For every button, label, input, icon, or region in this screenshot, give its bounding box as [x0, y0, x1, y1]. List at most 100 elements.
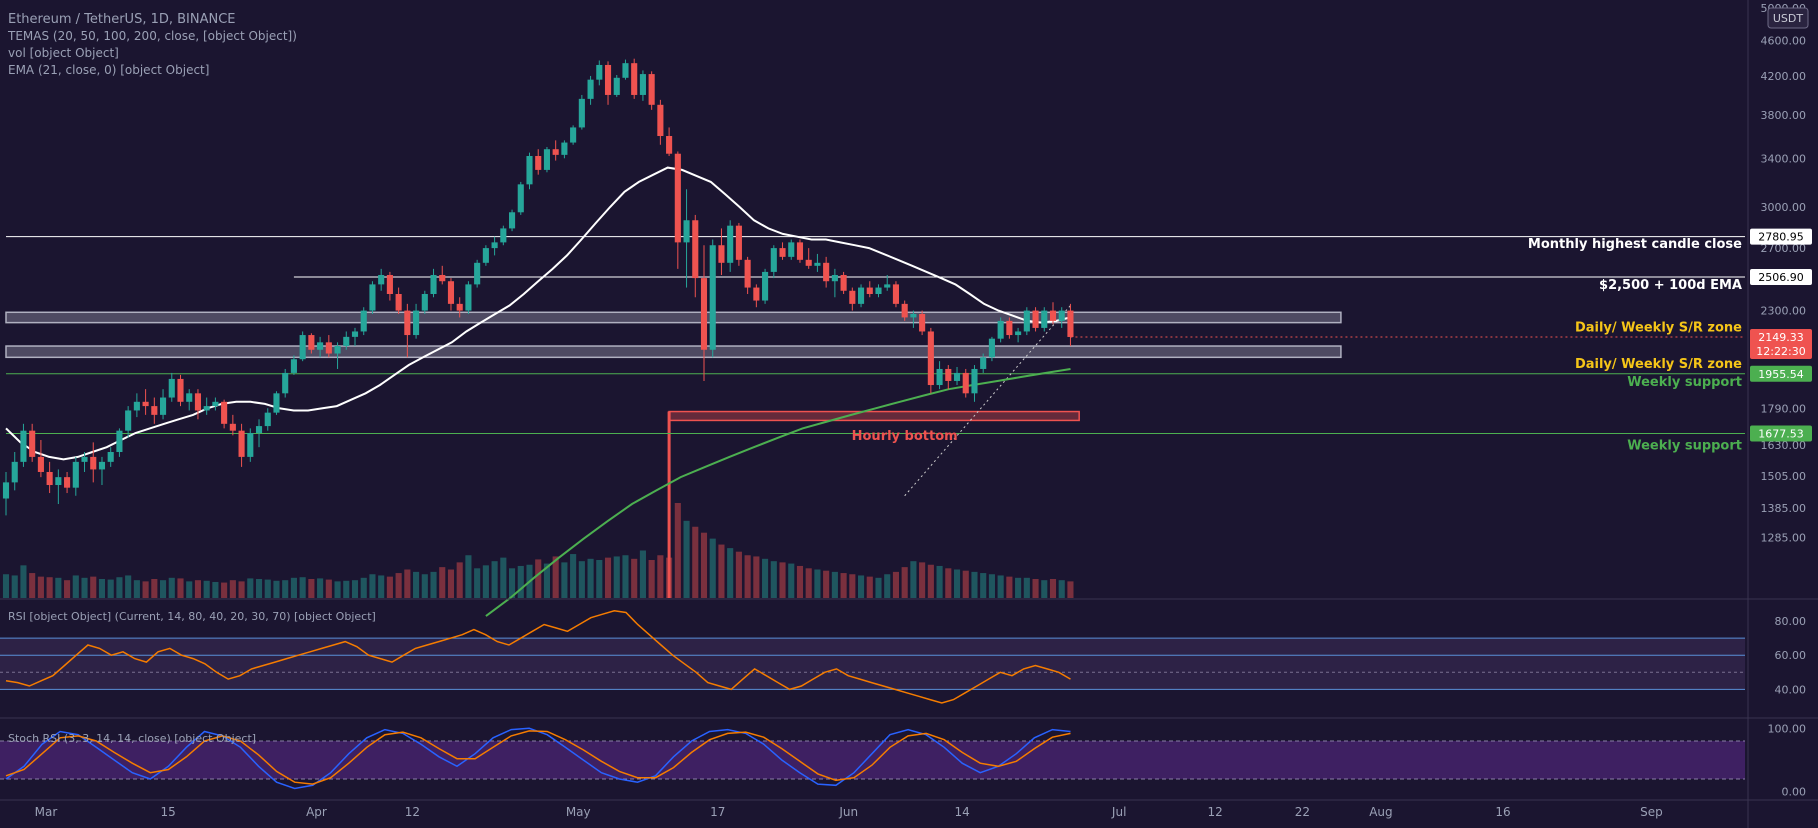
candle-body[interactable]: [997, 320, 1004, 339]
candle-body[interactable]: [1015, 331, 1022, 336]
candle-body[interactable]: [247, 432, 254, 457]
candle-body[interactable]: [439, 274, 446, 282]
candle-body[interactable]: [770, 248, 777, 272]
candle-body[interactable]: [578, 98, 585, 128]
candle-body[interactable]: [299, 335, 306, 360]
candle-body[interactable]: [517, 184, 524, 213]
candle-body[interactable]: [378, 274, 385, 285]
candle-body[interactable]: [221, 401, 228, 424]
candle-body[interactable]: [1041, 310, 1048, 328]
candle-body[interactable]: [430, 274, 437, 295]
candle-body[interactable]: [98, 461, 106, 470]
candle-body[interactable]: [369, 284, 376, 311]
candle-body[interactable]: [971, 368, 978, 394]
candle-body[interactable]: [317, 342, 324, 350]
candle-body[interactable]: [552, 149, 559, 155]
candle-body[interactable]: [831, 274, 838, 282]
candle-body[interactable]: [892, 284, 900, 304]
candle-body[interactable]: [674, 153, 681, 243]
candle-body[interactable]: [465, 284, 472, 311]
candle-body[interactable]: [945, 368, 952, 381]
candle-body[interactable]: [203, 406, 210, 411]
candle-body[interactable]: [386, 274, 393, 295]
candle-body[interactable]: [37, 456, 44, 472]
candle-body[interactable]: [561, 142, 568, 155]
candle-body[interactable]: [840, 274, 847, 291]
candle-body[interactable]: [142, 401, 149, 407]
candle-body[interactable]: [980, 357, 987, 369]
candle-body[interactable]: [64, 477, 71, 488]
candle-body[interactable]: [168, 378, 175, 398]
candle-body[interactable]: [919, 313, 926, 332]
candle-body[interactable]: [133, 401, 140, 411]
candle-body[interactable]: [901, 303, 908, 318]
candle-body[interactable]: [29, 430, 36, 457]
candle-body[interactable]: [395, 294, 402, 311]
candle-body[interactable]: [421, 294, 428, 311]
candle-body[interactable]: [604, 64, 612, 95]
candle-body[interactable]: [20, 430, 27, 462]
candle-body[interactable]: [596, 64, 603, 80]
candle-body[interactable]: [508, 212, 516, 229]
candle-body[interactable]: [805, 259, 812, 266]
candle-body[interactable]: [587, 79, 594, 99]
candle-body[interactable]: [212, 401, 219, 407]
candle-body[interactable]: [273, 393, 280, 413]
candle-body[interactable]: [1023, 310, 1030, 332]
candle-body[interactable]: [500, 228, 507, 243]
candle-body[interactable]: [351, 331, 359, 337]
candle-body[interactable]: [151, 406, 158, 415]
candle-body[interactable]: [1032, 310, 1039, 328]
candle-body[interactable]: [613, 77, 620, 95]
candle-body[interactable]: [290, 359, 297, 373]
candle-body[interactable]: [866, 287, 873, 295]
candle-body[interactable]: [953, 372, 961, 381]
candle-body[interactable]: [692, 220, 699, 279]
candle-body[interactable]: [884, 284, 891, 288]
candle-body[interactable]: [648, 74, 655, 105]
candle-body[interactable]: [535, 155, 542, 170]
candle-body[interactable]: [360, 310, 367, 332]
candle-body[interactable]: [744, 259, 751, 288]
candle-body[interactable]: [788, 242, 795, 257]
candle-body[interactable]: [474, 262, 481, 285]
candle-body[interactable]: [413, 310, 420, 336]
candle-body[interactable]: [762, 271, 769, 301]
candle-body[interactable]: [936, 368, 943, 386]
candle-body[interactable]: [404, 310, 411, 336]
candle-body[interactable]: [543, 149, 551, 170]
candle-body[interactable]: [814, 262, 821, 266]
candle-body[interactable]: [456, 303, 463, 311]
candle-body[interactable]: [849, 290, 856, 304]
candle-body[interactable]: [194, 393, 202, 411]
currency-badge[interactable]: [1767, 7, 1809, 29]
candle-body[interactable]: [177, 378, 184, 402]
candle-body[interactable]: [875, 287, 882, 295]
candle-body[interactable]: [910, 313, 917, 318]
candle-body[interactable]: [2, 482, 10, 499]
candle-body[interactable]: [264, 412, 271, 427]
candle-body[interactable]: [125, 410, 132, 431]
candle-body[interactable]: [255, 426, 263, 433]
candle-body[interactable]: [622, 63, 629, 78]
candle-body[interactable]: [709, 245, 716, 350]
candle-body[interactable]: [700, 278, 708, 350]
candle-body[interactable]: [229, 423, 236, 431]
candle-body[interactable]: [639, 74, 646, 95]
candle-body[interactable]: [718, 245, 725, 263]
candle-body[interactable]: [779, 248, 786, 257]
candle-body[interactable]: [857, 287, 865, 304]
candle-body[interactable]: [186, 393, 193, 402]
candle-body[interactable]: [927, 331, 934, 386]
candle-body[interactable]: [683, 220, 690, 243]
candle-body[interactable]: [334, 346, 341, 354]
candle-body[interactable]: [823, 262, 830, 282]
candle-body[interactable]: [159, 397, 167, 415]
candle-body[interactable]: [1049, 310, 1057, 321]
candle-body[interactable]: [796, 242, 804, 260]
candle-body[interactable]: [72, 461, 79, 488]
candle-body[interactable]: [735, 225, 742, 260]
candle-body[interactable]: [666, 136, 673, 154]
candle-body[interactable]: [570, 127, 577, 143]
